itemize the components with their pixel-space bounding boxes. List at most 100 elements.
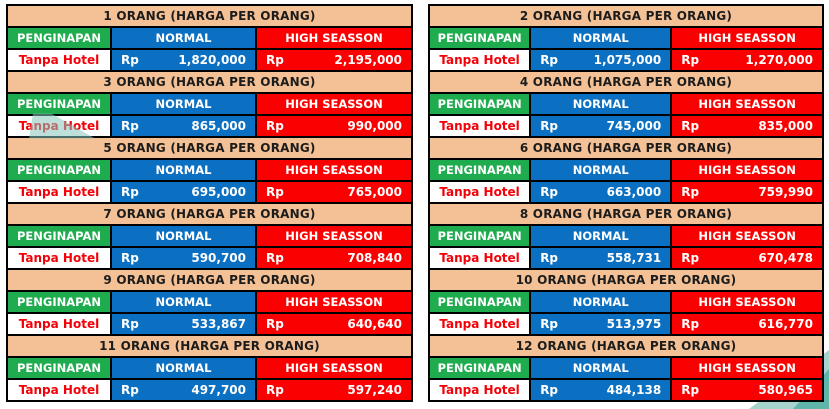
row-label-tanpa-hotel: Tanpa Hotel: [8, 116, 110, 136]
normal-price-value: 558,731: [606, 251, 662, 265]
high-price-cell: Rp 580,965: [672, 380, 822, 400]
price-table: 1 ORANG (HARGA PER ORANG) PENGINAPAN NOR…: [6, 4, 413, 72]
penginapan-header: PENGINAPAN: [8, 292, 110, 312]
high-seasson-header: HIGH SEASSON: [672, 160, 822, 180]
penginapan-header: PENGINAPAN: [8, 160, 110, 180]
normal-price-value: 533,867: [191, 317, 246, 331]
row-label-tanpa-hotel: Tanpa Hotel: [8, 380, 110, 400]
high-price-value: 765,000: [347, 185, 402, 199]
high-price-cell: Rp 1,270,000: [672, 50, 822, 70]
currency-label: Rp: [121, 317, 139, 331]
row-label-tanpa-hotel: Tanpa Hotel: [430, 248, 530, 268]
price-table: 12 ORANG (HARGA PER ORANG) PENGINAPAN NO…: [428, 334, 824, 402]
high-price-cell: Rp 640,640: [257, 314, 411, 334]
currency-label: Rp: [681, 119, 700, 133]
price-table: 5 ORANG (HARGA PER ORANG) PENGINAPAN NOR…: [6, 136, 413, 204]
high-price-cell: Rp 670,478: [672, 248, 822, 268]
normal-price-cell: Rp 558,731: [531, 248, 671, 268]
currency-label: Rp: [266, 317, 284, 331]
normal-header: NORMAL: [531, 28, 671, 48]
price-table: 10 ORANG (HARGA PER ORANG) PENGINAPAN NO…: [428, 268, 824, 336]
high-price-value: 835,000: [758, 119, 813, 133]
normal-header: NORMAL: [531, 292, 671, 312]
penginapan-header: PENGINAPAN: [8, 358, 110, 378]
penginapan-header: PENGINAPAN: [430, 292, 530, 312]
table-title: 9 ORANG (HARGA PER ORANG): [8, 270, 411, 290]
high-seasson-header: HIGH SEASSON: [257, 226, 411, 246]
penginapan-header: PENGINAPAN: [430, 160, 530, 180]
normal-header: NORMAL: [531, 358, 671, 378]
normal-price-value: 513,975: [606, 317, 662, 331]
table-title: 5 ORANG (HARGA PER ORANG): [8, 138, 411, 158]
high-price-value: 580,965: [758, 383, 813, 397]
table-title: 8 ORANG (HARGA PER ORANG): [430, 204, 822, 224]
row-label-tanpa-hotel: Tanpa Hotel: [8, 248, 110, 268]
price-table: 7 ORANG (HARGA PER ORANG) PENGINAPAN NOR…: [6, 202, 413, 270]
normal-price-value: 497,700: [191, 383, 246, 397]
table-title: 10 ORANG (HARGA PER ORANG): [430, 270, 822, 290]
high-seasson-header: HIGH SEASSON: [257, 292, 411, 312]
penginapan-header: PENGINAPAN: [430, 226, 530, 246]
high-price-value: 759,990: [758, 185, 813, 199]
penginapan-header: PENGINAPAN: [8, 94, 110, 114]
normal-price-value: 1,820,000: [178, 53, 246, 67]
normal-header: NORMAL: [112, 94, 255, 114]
normal-header: NORMAL: [112, 226, 255, 246]
row-label-tanpa-hotel: Tanpa Hotel: [8, 314, 110, 334]
row-label-tanpa-hotel: Tanpa Hotel: [8, 50, 110, 70]
price-table: 8 ORANG (HARGA PER ORANG) PENGINAPAN NOR…: [428, 202, 824, 270]
currency-label: Rp: [266, 119, 284, 133]
currency-label: Rp: [266, 383, 284, 397]
normal-header: NORMAL: [112, 292, 255, 312]
row-label-tanpa-hotel: Tanpa Hotel: [430, 380, 530, 400]
high-price-cell: Rp 835,000: [672, 116, 822, 136]
high-price-value: 640,640: [347, 317, 402, 331]
high-seasson-header: HIGH SEASSON: [257, 28, 411, 48]
price-table: 11 ORANG (HARGA PER ORANG) PENGINAPAN NO…: [6, 334, 413, 402]
high-seasson-header: HIGH SEASSON: [257, 94, 411, 114]
currency-label: Rp: [121, 119, 139, 133]
price-table: 4 ORANG (HARGA PER ORANG) PENGINAPAN NOR…: [428, 70, 824, 138]
price-table: 9 ORANG (HARGA PER ORANG) PENGINAPAN NOR…: [6, 268, 413, 336]
penginapan-header: PENGINAPAN: [430, 358, 530, 378]
currency-label: Rp: [540, 119, 559, 133]
table-title: 2 ORANG (HARGA PER ORANG): [430, 6, 822, 26]
currency-label: Rp: [540, 185, 559, 199]
high-price-cell: Rp 616,770: [672, 314, 822, 334]
price-table: 6 ORANG (HARGA PER ORANG) PENGINAPAN NOR…: [428, 136, 824, 204]
table-title: 11 ORANG (HARGA PER ORANG): [8, 336, 411, 356]
high-price-cell: Rp 759,990: [672, 182, 822, 202]
row-label-tanpa-hotel: Tanpa Hotel: [430, 50, 530, 70]
high-price-value: 1,270,000: [745, 53, 813, 67]
high-seasson-header: HIGH SEASSON: [672, 358, 822, 378]
normal-price-value: 590,700: [191, 251, 246, 265]
currency-label: Rp: [681, 317, 700, 331]
high-price-value: 708,840: [347, 251, 402, 265]
high-price-cell: Rp 2,195,000: [257, 50, 411, 70]
currency-label: Rp: [540, 383, 559, 397]
high-seasson-header: HIGH SEASSON: [672, 28, 822, 48]
table-title: 7 ORANG (HARGA PER ORANG): [8, 204, 411, 224]
currency-label: Rp: [540, 53, 559, 67]
high-price-cell: Rp 708,840: [257, 248, 411, 268]
normal-price-cell: Rp 484,138: [531, 380, 671, 400]
normal-price-value: 663,000: [606, 185, 662, 199]
currency-label: Rp: [681, 185, 700, 199]
normal-header: NORMAL: [112, 160, 255, 180]
normal-price-cell: Rp 745,000: [531, 116, 671, 136]
currency-label: Rp: [121, 185, 139, 199]
table-title: 1 ORANG (HARGA PER ORANG): [8, 6, 411, 26]
currency-label: Rp: [266, 53, 284, 67]
high-price-cell: Rp 597,240: [257, 380, 411, 400]
high-price-cell: Rp 765,000: [257, 182, 411, 202]
price-table: 2 ORANG (HARGA PER ORANG) PENGINAPAN NOR…: [428, 4, 824, 72]
normal-price-value: 1,075,000: [593, 53, 662, 67]
high-price-value: 616,770: [758, 317, 813, 331]
high-price-value: 670,478: [758, 251, 813, 265]
currency-label: Rp: [540, 251, 559, 265]
normal-price-cell: Rp 497,700: [112, 380, 255, 400]
normal-price-cell: Rp 865,000: [112, 116, 255, 136]
high-seasson-header: HIGH SEASSON: [257, 358, 411, 378]
normal-header: NORMAL: [531, 226, 671, 246]
